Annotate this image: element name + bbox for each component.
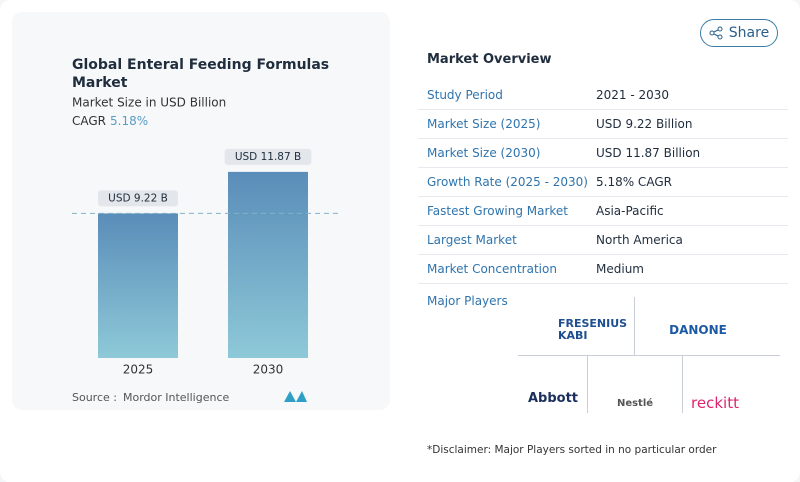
share-label[interactable]: Share bbox=[728, 25, 770, 41]
row-value: USD 11.87 Billion bbox=[596, 146, 701, 160]
overview-row: Growth Rate (2025 - 2030) 5.18% CAGR bbox=[418, 167, 788, 197]
logo-danone: DANONE bbox=[669, 323, 727, 337]
divider bbox=[682, 355, 683, 413]
chart-subtitle: Market Size in USD Billion bbox=[72, 96, 226, 110]
cagr: CAGR 5.18% bbox=[72, 114, 148, 128]
disclaimer: *Disclaimer: Major Players sorted in no … bbox=[427, 444, 717, 456]
row-label: Market Size (2025) bbox=[427, 117, 541, 131]
bar bbox=[98, 213, 178, 358]
logo-reckitt: reckitt bbox=[691, 394, 739, 412]
row-label: Study Period bbox=[427, 88, 503, 102]
row-value: Medium bbox=[596, 262, 644, 276]
row-value: 5.18% CAGR bbox=[596, 175, 672, 189]
row-label: Market Size (2030) bbox=[427, 146, 541, 160]
x-tick-label: 2025 bbox=[123, 363, 154, 377]
major-players-label: Major Players bbox=[427, 294, 508, 308]
row-value: Asia-Pacific bbox=[596, 204, 664, 218]
row-label: Fastest Growing Market bbox=[427, 204, 569, 218]
brand-logo bbox=[284, 391, 307, 402]
cagr-label: CAGR bbox=[72, 114, 106, 128]
cagr-value: 5.18% bbox=[110, 114, 148, 128]
row-label: Growth Rate (2025 - 2030) bbox=[427, 175, 588, 189]
value-label: USD 11.87 B bbox=[235, 151, 301, 163]
row-label: Largest Market bbox=[427, 233, 517, 247]
logo-nestle: Nestlé bbox=[616, 398, 654, 409]
row-value: North America bbox=[596, 233, 683, 247]
value-label-bg bbox=[98, 190, 178, 207]
share-button[interactable]: Share bbox=[700, 19, 778, 47]
source-value: Mordor Intelligence bbox=[123, 391, 230, 404]
chart-card bbox=[12, 12, 390, 410]
overview-row: Fastest Growing Market Asia-Pacific bbox=[418, 196, 788, 226]
logo-fresenius: FRESENIUS KABI bbox=[558, 317, 628, 342]
overview-row: Market Concentration Medium bbox=[418, 254, 788, 284]
divider bbox=[634, 297, 635, 355]
value-label-bg bbox=[224, 148, 312, 165]
overview-row: Largest Market North America bbox=[418, 225, 788, 255]
chart: Global Enteral Feeding Formulas Market Ma… bbox=[72, 57, 338, 404]
overview-title: Market Overview bbox=[427, 52, 552, 67]
row-value: 2021 - 2030 bbox=[596, 88, 670, 102]
share-icon bbox=[709, 26, 723, 40]
bar bbox=[228, 171, 308, 358]
row-value: USD 9.22 Billion bbox=[596, 117, 693, 131]
chart-title: Global Enteral Feeding Formulas Market bbox=[72, 57, 329, 91]
overview-row: Market Size (2025) USD 9.22 Billion bbox=[418, 109, 788, 139]
row-label: Market Concentration bbox=[427, 262, 557, 276]
divider bbox=[587, 355, 588, 413]
x-tick-label: 2030 bbox=[253, 363, 284, 377]
value-label: USD 9.22 B bbox=[108, 192, 168, 204]
source: Source : Mordor Intelligence bbox=[72, 391, 230, 404]
divider bbox=[518, 355, 780, 356]
source-label: Source : bbox=[72, 391, 117, 404]
overview-row: Study Period 2021 - 2030 bbox=[418, 80, 788, 110]
logo-abbott: Abbott bbox=[527, 391, 579, 406]
overview-row: Market Size (2030) USD 11.87 Billion bbox=[418, 138, 788, 168]
